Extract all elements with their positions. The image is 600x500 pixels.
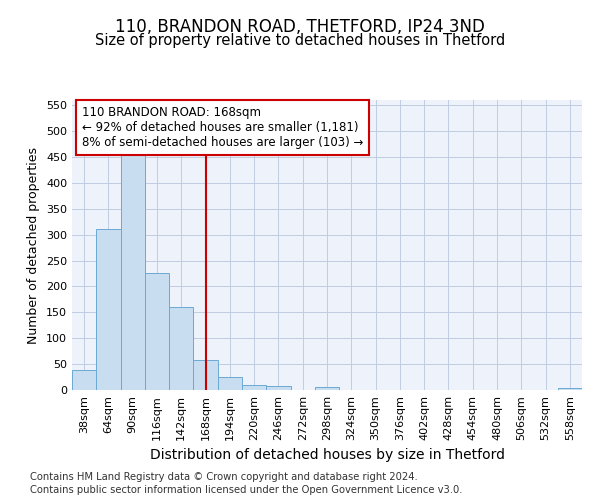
- Y-axis label: Number of detached properties: Number of detached properties: [28, 146, 40, 344]
- Bar: [242, 385, 266, 390]
- Text: Contains HM Land Registry data © Crown copyright and database right 2024.: Contains HM Land Registry data © Crown c…: [30, 472, 418, 482]
- Text: 110, BRANDON ROAD, THETFORD, IP24 3ND: 110, BRANDON ROAD, THETFORD, IP24 3ND: [115, 18, 485, 36]
- Bar: [315, 387, 339, 390]
- Bar: [96, 229, 121, 390]
- Bar: [72, 370, 96, 390]
- X-axis label: Distribution of detached houses by size in Thetford: Distribution of detached houses by size …: [149, 448, 505, 462]
- Text: 110 BRANDON ROAD: 168sqm
← 92% of detached houses are smaller (1,181)
8% of semi: 110 BRANDON ROAD: 168sqm ← 92% of detach…: [82, 106, 364, 149]
- Text: Size of property relative to detached houses in Thetford: Size of property relative to detached ho…: [95, 32, 505, 48]
- Bar: [266, 386, 290, 390]
- Bar: [145, 273, 169, 390]
- Text: Contains public sector information licensed under the Open Government Licence v3: Contains public sector information licen…: [30, 485, 463, 495]
- Bar: [121, 154, 145, 390]
- Bar: [558, 388, 582, 390]
- Bar: [218, 377, 242, 390]
- Bar: [169, 307, 193, 390]
- Bar: [193, 360, 218, 390]
